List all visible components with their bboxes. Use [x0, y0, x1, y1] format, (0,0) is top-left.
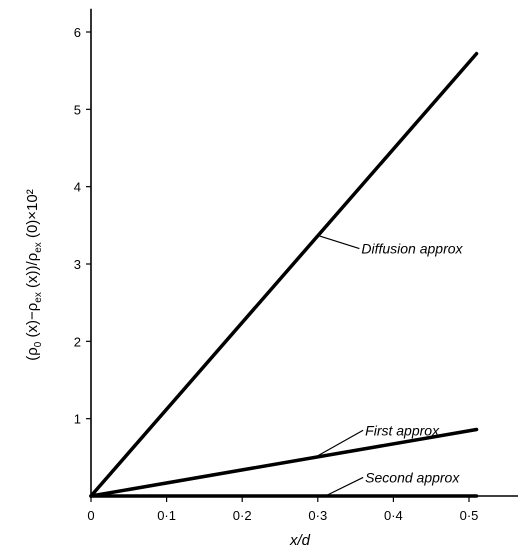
annotation-leader: [325, 476, 364, 497]
y-axis-title-sub: ex: [33, 292, 44, 303]
y-axis-title-sub: 0: [33, 341, 44, 347]
y-tick-label: 1: [74, 412, 81, 427]
x-tick-label: 0·2: [233, 508, 252, 523]
y-axis-title: (ρ0 (x)−ρex (x))/ρex (0)×10²: [24, 189, 44, 360]
x-tick-label: 0·4: [384, 508, 403, 523]
y-axis-title-part: (x)−ρ: [24, 303, 41, 342]
y-tick-label: 6: [74, 25, 81, 40]
series-line-diffusion-approx: [89, 51, 479, 498]
y-axis-title-part: (x))/ρ: [24, 253, 41, 292]
y-tick-label: 4: [74, 180, 81, 195]
annotation-label: First approx: [365, 422, 440, 438]
y-axis-title-sub: ex: [33, 242, 44, 253]
y-axis-title-part: (ρ: [24, 347, 41, 361]
series-line-first-approx: [89, 427, 479, 498]
annotation-leader: [317, 429, 364, 457]
ticks: 0 0·1 0·2 0·3 0·4 0·5 1 2 3 4 5 6: [74, 25, 479, 523]
y-tick-label: 5: [74, 102, 81, 117]
annotations: Diffusion approx First approx Second appro…: [317, 234, 464, 497]
x-axis-title: x/d: [289, 532, 311, 549]
y-tick-label: 3: [74, 257, 81, 272]
x-tick-label: 0·3: [308, 508, 327, 523]
y-tick-label: 2: [74, 334, 81, 349]
annotation-label: Second approx: [365, 469, 460, 485]
annotation-label: Diffusion approx: [361, 241, 463, 257]
y-axis-title-part: (0)×10²: [24, 189, 41, 242]
x-tick-label: 0: [87, 508, 94, 523]
series-lines: [89, 51, 479, 498]
x-tick-label: 0·1: [157, 508, 176, 523]
annotation-leader: [317, 234, 360, 250]
x-tick-label: 0·5: [460, 508, 479, 523]
